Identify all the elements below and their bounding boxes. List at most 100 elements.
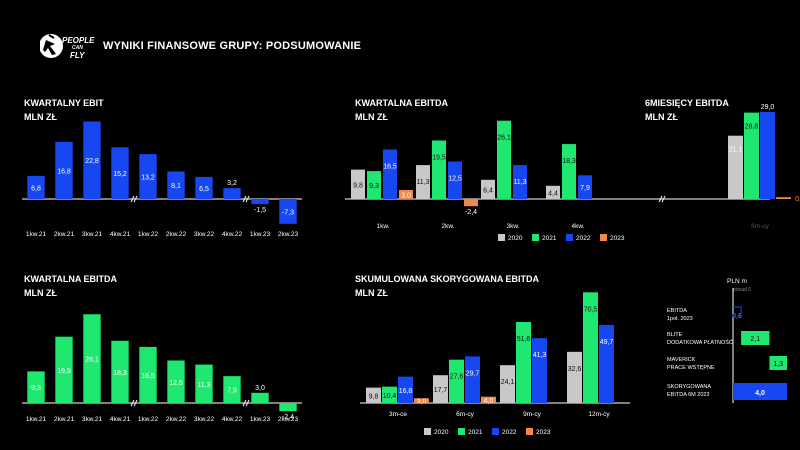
ebitda_q2-tick-label-4: 1kw.22 [138,416,159,423]
ebitda-q-unit: MLN ZŁ [355,112,388,122]
bridge-category-label-2-1: PRACE WSTĘPNE [667,365,715,371]
ebitda_q-value-label-2021-2: 26,1 [497,135,511,142]
ebit-value-label-3: 15,2 [113,171,127,178]
ebitda_q-legend-label-2023: 2023 [610,235,625,242]
ebit-bar-4 [139,154,157,199]
ebitda_q-tick-label-3: 4kw. [571,223,584,230]
bridge-category-label-1-1: DODATKOWA PŁATNOŚĆ [667,338,733,346]
ebitda_6m-bar-2021-0 [744,112,759,199]
ebitda_cum-bar-2021-2 [516,321,531,403]
ebitda_q2-bar-9 [279,403,297,412]
ebitda_cum-value-label-2021-2: 51,6 [517,336,531,343]
ebit-value-label-9: -7,3 [282,209,294,216]
ebitda_q2-value-label-8: 3,0 [255,385,265,392]
ebitda_q2-bar-6 [195,364,213,403]
ebitda_q-legend-swatch-2022 [566,234,573,241]
ebitda-cum-unit: MLN ZŁ [355,288,388,298]
ebitda_q2-tick-label-6: 3kw.22 [194,416,215,423]
ebitda_q2-tick-label-1: 2kw.21 [54,416,75,423]
ebitda_q2-tick-label-8: 1kw.23 [250,416,271,423]
ebitda_q-bar-2020-0 [351,169,365,199]
ebitda_cum-legend-label-2022: 2022 [502,429,517,436]
ebit-axis-break-1 [242,195,250,203]
ebitda_cum-legend-swatch-2020 [424,428,431,435]
ebitda_cum-bar-2021-3 [583,292,598,403]
ebit-bar-8 [251,199,269,205]
bridge-value-label-0: 0,6 [732,313,742,320]
ebitda_6m-value-label-2023-0: 0,6 [795,196,800,203]
ebitda_q-tick-label-1: 2kw. [441,223,454,230]
ebitda_q-value-label-2022-3: 7,9 [580,185,590,192]
ebitda_cum-bar-2020-0 [366,387,381,403]
bridge-category-label-0-0: EBITDA [667,308,687,314]
ebitda_q2-axis-break-0 [130,399,138,407]
ebit-value-label-1: 16,8 [57,168,71,175]
logo-text-2: CAN [72,45,83,51]
bridge-bar-1 [741,331,770,345]
logo-text-3: FLY [70,51,85,60]
ebit-bar-3 [111,147,129,199]
ebitda_q-legend-label-2020: 2020 [508,235,523,242]
bridge-category-label-1-0: BLITE [667,332,683,338]
ebitda-q2-title: KWARTALNA EBITDA [24,274,117,284]
ebitda_q2-value-label-4: 16,5 [141,373,155,380]
logo-mark [39,34,63,58]
ebitda_cum-bar-2022-1 [465,356,480,403]
ebit-title: KWARTALNY EBIT [24,98,104,108]
ebit-unit: MLN ZŁ [24,112,57,122]
ebitda_q-value-label-2023-1: -2,4 [465,209,477,216]
ebitda_q-bar-2022-3 [578,175,592,199]
ebitda_q-value-label-2021-1: 19,5 [432,155,446,162]
ebitda_cum-bar-2022-3 [599,324,614,403]
ebit-bar-7 [223,188,241,199]
ebit-tick-label-9: 2kw.23 [278,231,299,238]
ebitda_6m-tick-label-0: 6m-cy [751,223,769,230]
ebitda_q2-tick-label-5: 2kw.22 [166,416,187,423]
ebitda_q2-tick-label-9: 2kw.23 [278,416,299,423]
ebitda_q-value-label-2022-1: 12,5 [448,176,462,183]
ebit-panel-header: KWARTALNY EBIT MLN ZŁ [24,96,104,124]
ebitda_cum-value-label-2020-3: 32,6 [568,366,582,373]
ebitda_cum-value-label-2022-2: 41,3 [533,352,547,359]
ebitda_q-bar-2020-1 [416,165,430,199]
ebit-tick-label-2: 3kw.21 [82,231,103,238]
bridge-category-label-0-1: 1poł. 2023 [667,316,693,322]
ebitda_cum-value-label-2020-2: 24,1 [501,379,515,386]
ebitda_cum-tick-label-3: 12m-cy [588,411,610,418]
ebitda_q2-value-label-2: 26,1 [85,357,99,364]
ebitda_cum-legend-swatch-2022 [492,428,499,435]
ebitda_q-value-label-2020-3: 4,4 [548,190,558,197]
ebitda_q-bar-2022-2 [513,165,527,199]
ebitda_q-legend-swatch-2020 [498,234,505,241]
bridge-bar-0 [733,306,742,313]
bridge-bar-2 [769,356,787,370]
ebitda_q2-bar-7 [223,376,241,403]
ebit-tick-label-8: 1kw.23 [250,231,271,238]
ebitda_cum-value-label-2021-3: 70,5 [584,306,598,313]
ebitda_cum-bar-2020-1 [433,375,448,403]
ebitda_q-bar-2023-0 [399,190,413,199]
ebitda_q2-bar-1 [55,336,73,403]
ebitda_q-tick-label-2: 3kw. [506,223,519,230]
ebitda_cum-value-label-2021-1: 27,6 [450,374,464,381]
ebitda_q2-tick-label-0: 1kw.21 [26,416,47,423]
ebitda-cum-title: SKUMULOWANA SKORYGOWANA EBITDA [355,274,539,284]
ebitda_6m-value-label-2021-0: 28,8 [745,124,759,131]
ebitda_cum-legend-swatch-2021 [458,428,465,435]
ebitda_q2-value-label-9: -2,4 [282,414,294,421]
ebitda_cum-legend-swatch-2023 [526,428,533,435]
ebitda_q-legend-swatch-2021 [532,234,539,241]
bridge-category-label-2-0: MAVERICK [667,357,696,363]
ebitda_cum-bar-2022-2 [532,338,547,403]
ebitda_cum-bar-2023-0 [414,398,429,403]
ebitda_cum-value-label-2022-0: 16,8 [399,388,413,395]
bridge-value-label-2: 1,3 [773,361,783,368]
ebitda_cum-tick-label-0: 3m-ce [389,411,407,418]
ebitda_cum-bar-2021-1 [449,359,464,403]
ebitda-cum-panel-header: SKUMULOWANA SKORYGOWANA EBITDA MLN ZŁ [355,272,539,300]
logo-text-1: PEOPLE [62,36,95,45]
ebitda_q2-value-label-0: 9,3 [31,385,41,392]
ebitda_cum-value-label-2023-1: 4,0 [484,398,494,405]
page-title: WYNIKI FINANSOWE GRUPY: PODSUMOWANIE [103,40,362,52]
ebitda_cum-bar-2022-0 [398,376,413,403]
